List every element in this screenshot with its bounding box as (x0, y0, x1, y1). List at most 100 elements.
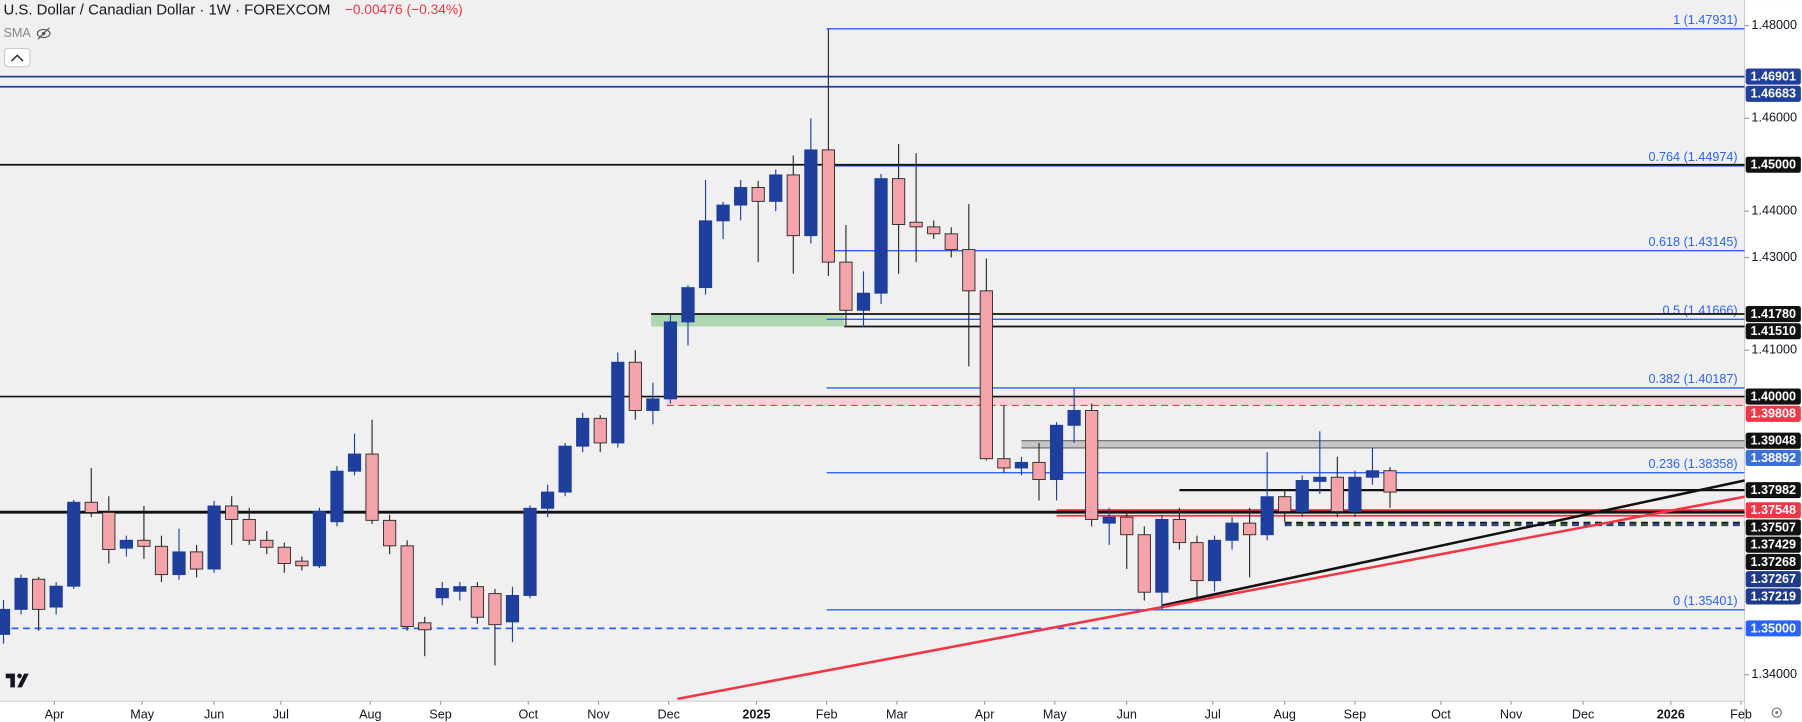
candle-body (874, 178, 888, 294)
candle-body (997, 458, 1011, 469)
candle-body (821, 149, 835, 263)
candle-body (1278, 496, 1292, 513)
candle-body (1067, 410, 1081, 426)
price-badge-label: 1.46901 (1750, 70, 1796, 84)
fib-label: 0.236 (1.38358) (1648, 457, 1737, 471)
zone (666, 396, 1745, 406)
price-badge-label: 1.37219 (1750, 589, 1796, 603)
price-badge (1745, 305, 1801, 323)
x-tick-label: Jul (1205, 707, 1221, 721)
candle-body (611, 361, 625, 444)
x-tick-label: Jul (273, 707, 289, 721)
candle-body (769, 174, 783, 202)
price-badge (1745, 519, 1801, 536)
y-tick-label: 1.34000 (1751, 667, 1797, 681)
candle-body (488, 593, 502, 626)
price-badge (1745, 85, 1801, 102)
y-tick-label: 1.43000 (1751, 250, 1797, 264)
candle-body (84, 501, 98, 513)
trendline (1161, 479, 1745, 607)
symbol-title: U.S. Dollar / Canadian Dollar · 1W · FOR… (3, 1, 330, 18)
fib-label: 0.5 (1.41666) (1663, 304, 1738, 318)
price-badge-label: 1.37268 (1750, 555, 1796, 569)
x-tick-label: Apr (975, 707, 995, 721)
fib-label: 1 (1.47931) (1673, 13, 1738, 27)
price-badge-label: 1.35000 (1750, 621, 1796, 635)
candle-body (260, 539, 274, 548)
candle-body (1225, 522, 1239, 541)
candle-body (663, 321, 678, 400)
x-tick-label: Jun (1117, 707, 1137, 721)
candle-body (1365, 470, 1380, 478)
candle-body (154, 545, 169, 576)
candle-body (1085, 410, 1099, 520)
x-tick-label: Oct (1431, 707, 1451, 721)
candle-body (1120, 516, 1134, 536)
candle-body (540, 491, 555, 509)
x-tick-label: Oct (518, 707, 538, 721)
candle-body (1014, 461, 1029, 469)
candle-body (0, 608, 11, 635)
price-badge (1745, 156, 1801, 173)
candle-body (962, 249, 976, 292)
x-tick-label: 2025 (742, 707, 770, 721)
candle-body (470, 586, 484, 618)
tradingview-logo (5, 673, 29, 688)
price-badge-label: 1.39048 (1750, 434, 1796, 448)
candle-body (119, 539, 133, 549)
fib-label: 0.618 (1.43145) (1648, 235, 1737, 249)
candle-body (944, 233, 958, 251)
candle-body (716, 204, 730, 222)
visibility-icon[interactable] (36, 27, 51, 40)
price-badge (1745, 449, 1801, 466)
candle-body (312, 511, 327, 567)
candle-body (927, 226, 941, 235)
candle-body (681, 287, 695, 323)
candle-body (698, 220, 713, 289)
price-badge-label: 1.37429 (1750, 538, 1796, 552)
collapse-button[interactable] (4, 47, 31, 68)
x-tick-label: Apr (45, 707, 65, 721)
settings-icon[interactable] (1771, 707, 1782, 718)
candle-body (1049, 424, 1064, 481)
price-change: −0.00476 (−0.34%) (345, 2, 463, 17)
price-badge (1745, 323, 1801, 340)
x-tick-label: Sep (429, 707, 451, 721)
candle-body (1260, 496, 1274, 536)
price-badge (1745, 482, 1801, 499)
candle-body (1137, 534, 1151, 593)
candle-body (523, 507, 537, 596)
candle-body (14, 577, 28, 610)
candle-body (1032, 461, 1046, 481)
price-badge-label: 1.45000 (1750, 158, 1796, 172)
fib-label: 0 (1.35401) (1673, 594, 1738, 608)
price-badge-label: 1.37267 (1750, 572, 1796, 586)
candle-body (242, 518, 256, 541)
candle-body (909, 221, 923, 228)
candle-body (856, 292, 871, 311)
y-tick-label: 1.41000 (1751, 343, 1797, 357)
price-badge-label: 1.40000 (1750, 389, 1796, 403)
candle-body (67, 501, 81, 587)
candle-body (418, 622, 432, 631)
candle-body (804, 149, 818, 237)
x-tick-label: Nov (1500, 707, 1523, 721)
candle-body (786, 174, 800, 237)
candle-body (1348, 476, 1362, 513)
candle-body (628, 361, 642, 411)
candle-body (558, 445, 572, 493)
candle-body (646, 398, 660, 411)
candle-body (225, 505, 239, 520)
candle-body (751, 186, 765, 202)
price-badge (1745, 536, 1801, 553)
x-tick-label: Aug (359, 707, 381, 721)
price-badge-label: 1.46683 (1750, 87, 1796, 101)
candle-body (32, 578, 46, 610)
plot-area: 1 (1.47931) 0.764 (1.44974) 0.618 (1.43145… (0, 13, 1745, 701)
candle-body (102, 512, 116, 551)
price-badge (1745, 405, 1801, 422)
x-tick-label: Nov (587, 707, 610, 721)
